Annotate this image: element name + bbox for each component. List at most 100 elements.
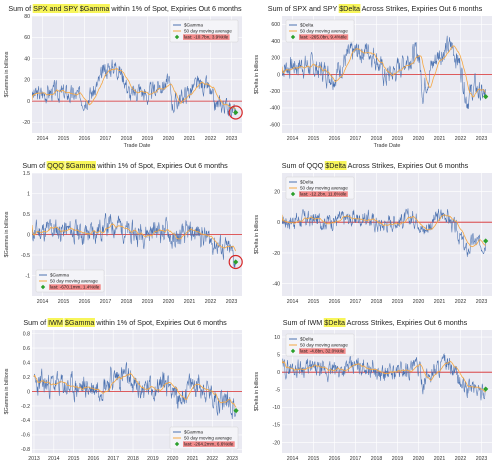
series-line — [33, 361, 237, 420]
legend-ma-label: 50 day moving average — [184, 436, 232, 441]
y-tick-label: 80 — [24, 14, 30, 20]
x-tick-label: 2016 — [79, 299, 91, 305]
legend-swatch-last — [290, 191, 296, 197]
y-tick-label: 0 — [277, 370, 280, 376]
x-tick-label: 2015 — [308, 136, 320, 142]
title-text-part: within 1% of Spot, Expiries Out 6 months — [109, 4, 242, 13]
x-tick-label: 2020 — [413, 456, 425, 462]
x-tick-label: 2022 — [455, 456, 467, 462]
legend-series-label: $Delta — [300, 337, 314, 342]
x-tick-label: 2021 — [434, 456, 446, 462]
y-tick-label: 600 — [271, 22, 280, 28]
y-tick-label: -5 — [275, 388, 280, 394]
chart-title: Sum of SPX and SPY $Gamma within 1% of S… — [8, 4, 242, 13]
y-tick-label: -0.6 — [21, 433, 30, 439]
legend-last-label: last: -4.8bn, 32.0%tile — [300, 349, 345, 354]
y-tick-label: 60 — [24, 35, 30, 41]
y-tick-label: -0.4 — [21, 418, 30, 424]
x-tick-label: 2013 — [28, 456, 40, 462]
title-highlight-text: $Delta — [339, 4, 360, 13]
y-tick-label: 400 — [271, 39, 280, 45]
y-tick-label: 200 — [271, 56, 280, 62]
x-tick-label: 2020 — [413, 136, 425, 142]
x-tick-label: 2014 — [37, 136, 49, 142]
chart-panel-3: Sum of QQQ $Gamma within 1% of Spot, Exp… — [4, 161, 243, 305]
x-tick-label: 2021 — [434, 299, 446, 305]
y-tick-label: -200 — [270, 89, 280, 95]
x-tick-label: 2020 — [413, 299, 425, 305]
x-tick-label: 2023 — [226, 136, 238, 142]
last-value-marker — [483, 386, 489, 392]
y-tick-label: -1 — [25, 273, 30, 279]
chart-title: Sum of IWM $Gamma within 1% of Spot, Exp… — [23, 318, 227, 327]
x-tick-label: 2017 — [350, 456, 362, 462]
x-tick-label: 2017 — [350, 136, 362, 142]
legend-swatch-last — [290, 34, 296, 40]
x-tick-label: 2018 — [121, 136, 133, 142]
series-line — [32, 213, 236, 268]
y-tick-label: 0.4 — [23, 360, 30, 366]
title-highlight-text: QQQ — [47, 161, 64, 170]
legend-last-highlight — [299, 191, 348, 197]
last-value-marker — [483, 94, 489, 100]
title-highlight — [32, 4, 79, 13]
legend-series-label: $Gamma — [184, 430, 203, 435]
moving-average-line — [282, 359, 486, 393]
y-axis-label: $Gamma in billions — [4, 211, 10, 257]
x-tick-label: 2022 — [205, 136, 217, 142]
legend-last-label: last: -265.0bn, 9.4%tile — [300, 35, 347, 40]
x-tick-label: 2018 — [371, 136, 383, 142]
legend-ma-label: 50 day moving average — [300, 343, 348, 348]
legend-series-label: $Gamma — [50, 273, 69, 278]
title-text-part: within 1% of Spot, Expiries Out 6 months — [94, 318, 227, 327]
legend-last-label: last: -10.7bn, 3.9%tile — [184, 35, 229, 40]
x-tick-label: 2015 — [58, 299, 70, 305]
legend-swatch-last — [174, 441, 180, 447]
y-tick-label: -20 — [273, 251, 281, 257]
title-highlight-text: $Gamma — [80, 4, 110, 13]
title-highlight — [47, 318, 64, 327]
chart-panel-2: Sum of SPX and SPY $Delta Across Strikes… — [254, 4, 492, 149]
y-tick-label: 0.2 — [23, 375, 30, 381]
legend-ma-label: 50 day moving average — [50, 279, 98, 284]
x-tick-label: 2015 — [58, 136, 70, 142]
y-tick-label: 0.8 — [23, 331, 30, 337]
moving-average-line — [33, 372, 237, 408]
y-tick-label: -20 — [273, 440, 281, 446]
title-text-part: Across Strikes, Expiries Out 6 months — [360, 4, 483, 13]
x-tick-label: 2017 — [350, 299, 362, 305]
x-tick-label: 2018 — [371, 456, 383, 462]
last-value-circle — [228, 105, 243, 120]
legend-last-highlight — [183, 441, 235, 447]
x-tick-label: 2018 — [371, 299, 383, 305]
chart-title: Sum of IWM $Delta Across Strikes, Expiri… — [283, 318, 468, 327]
x-tick-label: 2018 — [127, 456, 139, 462]
y-tick-label: -0.2 — [21, 404, 30, 410]
x-tick-label: 2014 — [287, 299, 299, 305]
y-axis-label: $Delta in billions — [254, 372, 260, 412]
x-tick-label: 2014 — [48, 456, 60, 462]
x-tick-label: 2022 — [455, 299, 467, 305]
y-axis-label: $Gamma in billions — [4, 368, 10, 414]
x-tick-label: 2019 — [142, 136, 154, 142]
moving-average-line — [282, 214, 486, 248]
legend-last-highlight — [183, 34, 230, 40]
title-highlight-text: $Delta — [325, 161, 346, 170]
legend-series-label: $Delta — [300, 23, 314, 28]
title-highlight — [323, 318, 346, 327]
x-tick-label: 2023 — [226, 456, 238, 462]
y-tick-label: 40 — [24, 56, 30, 62]
y-tick-label: -20 — [23, 120, 31, 126]
title-text-part: Sum of SPX and SPY — [268, 4, 339, 13]
title-highlight-text: IWM — [48, 318, 63, 327]
x-tick-label: 2019 — [392, 299, 404, 305]
title-highlight-text: $Delta — [324, 318, 345, 327]
title-text-part: Sum of IWM — [283, 318, 325, 327]
y-tick-label: 1 — [27, 191, 30, 197]
x-tick-label: 2016 — [329, 456, 341, 462]
legend-last-highlight — [49, 284, 101, 290]
